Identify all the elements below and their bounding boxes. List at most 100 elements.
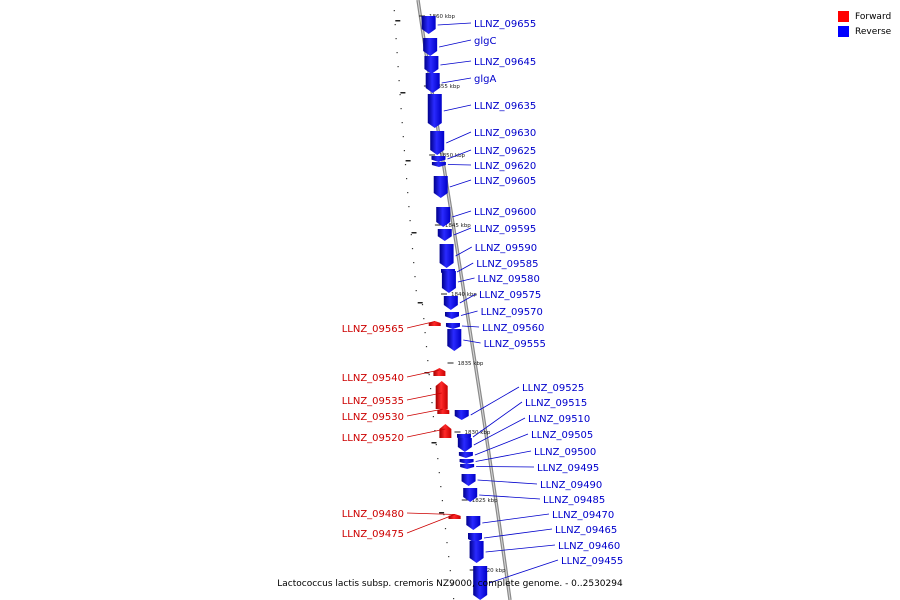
scale-dot <box>407 192 409 194</box>
gene-label[interactable]: LLNZ_09470 <box>552 510 614 521</box>
gene-label[interactable]: LLNZ_09530 <box>342 412 404 423</box>
gene-arrow[interactable]: LLNZ_09470 <box>466 516 481 530</box>
leader-line <box>489 559 559 584</box>
gene-label[interactable]: LLNZ_09515 <box>525 398 587 409</box>
gene-arrow[interactable]: LLNZ_09555 <box>447 329 462 351</box>
gene-arrow[interactable]: LLNZ_09540 <box>433 368 446 376</box>
gene-arrow[interactable]: LLNZ_09510 <box>457 438 472 452</box>
scale-dot <box>438 472 440 474</box>
gene-label[interactable]: LLNZ_09510 <box>528 414 590 425</box>
scale-dot <box>451 584 453 586</box>
gene-label[interactable]: LLNZ_09480 <box>342 509 404 520</box>
gene-label[interactable]: glgC <box>474 36 496 47</box>
gene-label[interactable]: glgA <box>474 74 496 85</box>
tick-label: 1860 kbp <box>429 14 455 20</box>
gene-label[interactable]: LLNZ_09465 <box>555 525 617 536</box>
leader-line <box>460 310 478 316</box>
gene-arrow[interactable]: LLNZ_09505 <box>458 452 473 458</box>
gene-arrow[interactable]: LLNZ_09635 <box>427 94 442 128</box>
gene-label[interactable]: LLNZ_09455 <box>561 556 623 567</box>
gene-arrow[interactable]: LLNZ_09580 <box>441 271 456 293</box>
gene-label[interactable]: LLNZ_09600 <box>474 207 536 218</box>
gene-label[interactable]: LLNZ_09495 <box>537 463 599 474</box>
gene-label[interactable]: LLNZ_09645 <box>474 57 536 68</box>
leader-line <box>459 293 477 304</box>
scale-dot <box>404 164 407 166</box>
gene-arrow[interactable]: glgC <box>423 38 438 56</box>
scale-dot <box>421 304 424 306</box>
leader-line <box>449 179 472 188</box>
gene-label[interactable]: LLNZ_09560 <box>482 323 544 334</box>
gene-arrow[interactable]: LLNZ_09560 <box>445 323 460 329</box>
leader-line <box>406 512 455 515</box>
gene-arrow[interactable]: LLNZ_09605 <box>433 176 448 198</box>
gene-label[interactable]: LLNZ_09570 <box>481 307 543 318</box>
gene-arrow[interactable]: LLNZ_09590 <box>439 244 454 268</box>
gene-label[interactable]: LLNZ_09525 <box>522 383 584 394</box>
gene-label[interactable]: LLNZ_09460 <box>558 541 620 552</box>
gene-arrow[interactable]: LLNZ_09455 <box>473 566 488 600</box>
gene-label[interactable]: LLNZ_09585 <box>476 259 538 270</box>
scale-dot <box>446 542 448 544</box>
scale-dot <box>440 486 442 488</box>
gene-label[interactable]: LLNZ_09500 <box>534 447 596 458</box>
gene-arrow[interactable]: LLNZ_09625 <box>431 156 446 162</box>
gene-arrow[interactable]: LLNZ_09655 <box>421 16 436 34</box>
gene-arrow[interactable]: LLNZ_09620 <box>431 162 446 167</box>
gene-arrow[interactable]: LLNZ_09500 <box>459 459 474 464</box>
gene-label[interactable]: LLNZ_09505 <box>531 430 593 441</box>
gene-arrow[interactable]: LLNZ_09600 <box>436 207 451 227</box>
gene-arrow[interactable]: LLNZ_09575 <box>443 296 458 310</box>
gene-label[interactable]: LLNZ_09540 <box>342 373 404 384</box>
gene-label[interactable]: LLNZ_09625 <box>474 146 536 157</box>
leader-line <box>483 528 553 539</box>
gene-arrow[interactable]: LLNZ_09465 <box>467 533 482 543</box>
leader-line <box>479 494 541 500</box>
scale-dot <box>413 262 415 264</box>
leader-line <box>441 77 472 84</box>
scale-dash <box>405 160 411 162</box>
gene-label[interactable]: LLNZ_09635 <box>474 101 536 112</box>
scale-dash <box>439 512 445 514</box>
gene-label[interactable]: LLNZ_09605 <box>474 176 536 187</box>
reverse-swatch <box>838 26 849 37</box>
gene-arrow[interactable]: LLNZ_09570 <box>444 312 459 319</box>
leader-line <box>470 386 520 416</box>
gene-label[interactable]: LLNZ_09630 <box>474 128 536 139</box>
tick-label: 1845 kbp <box>445 223 471 229</box>
gene-label[interactable]: LLNZ_09595 <box>474 224 536 235</box>
gene-label[interactable]: LLNZ_09655 <box>474 19 536 30</box>
gene-label[interactable]: LLNZ_09485 <box>543 495 605 506</box>
gene-arrow[interactable]: LLNZ_09535 <box>435 381 448 409</box>
leader-line <box>452 210 472 218</box>
scale-dot <box>408 206 410 208</box>
gene-label[interactable]: LLNZ_09620 <box>474 161 536 172</box>
gene-label[interactable]: LLNZ_09535 <box>342 396 404 407</box>
gene-arrow[interactable]: LLNZ_09595 <box>437 229 452 241</box>
gene-arrow[interactable]: LLNZ_09485 <box>463 488 478 502</box>
gene-arrow[interactable]: LLNZ_09645 <box>424 56 439 74</box>
scale-dot <box>402 136 404 138</box>
gene-arrow[interactable]: LLNZ_09495 <box>460 464 475 469</box>
scale-dot <box>448 556 450 558</box>
scale-dot <box>411 248 414 250</box>
gene-arrow[interactable]: glgA <box>425 73 440 93</box>
gene-arrow[interactable]: LLNZ_09460 <box>469 541 484 563</box>
gene-arrow[interactable]: LLNZ_09490 <box>461 474 476 486</box>
scale-dot <box>443 514 445 516</box>
gene-label[interactable]: LLNZ_09555 <box>484 339 546 350</box>
gene-arrow[interactable]: LLNZ_09630 <box>430 131 445 155</box>
gene-label[interactable]: LLNZ_09475 <box>342 529 404 540</box>
gene-label[interactable]: LLNZ_09580 <box>478 274 540 285</box>
leader-line <box>472 401 523 438</box>
gene-arrow[interactable]: LLNZ_09520 <box>439 424 452 438</box>
tick-marks: 1860 kbp 1855 kbp 1850 kbp 1845 kbp 1840 kbp… <box>419 14 506 574</box>
gene-label[interactable]: LLNZ_09575 <box>479 290 541 301</box>
forward-swatch <box>838 11 849 22</box>
gene-label[interactable]: LLNZ_09565 <box>342 324 404 335</box>
gene-label[interactable]: LLNZ_09520 <box>342 433 404 444</box>
gene-label[interactable]: LLNZ_09490 <box>540 480 602 491</box>
gene-arrow[interactable]: LLNZ_09525 <box>454 410 469 420</box>
gene-label[interactable]: LLNZ_09590 <box>475 243 537 254</box>
